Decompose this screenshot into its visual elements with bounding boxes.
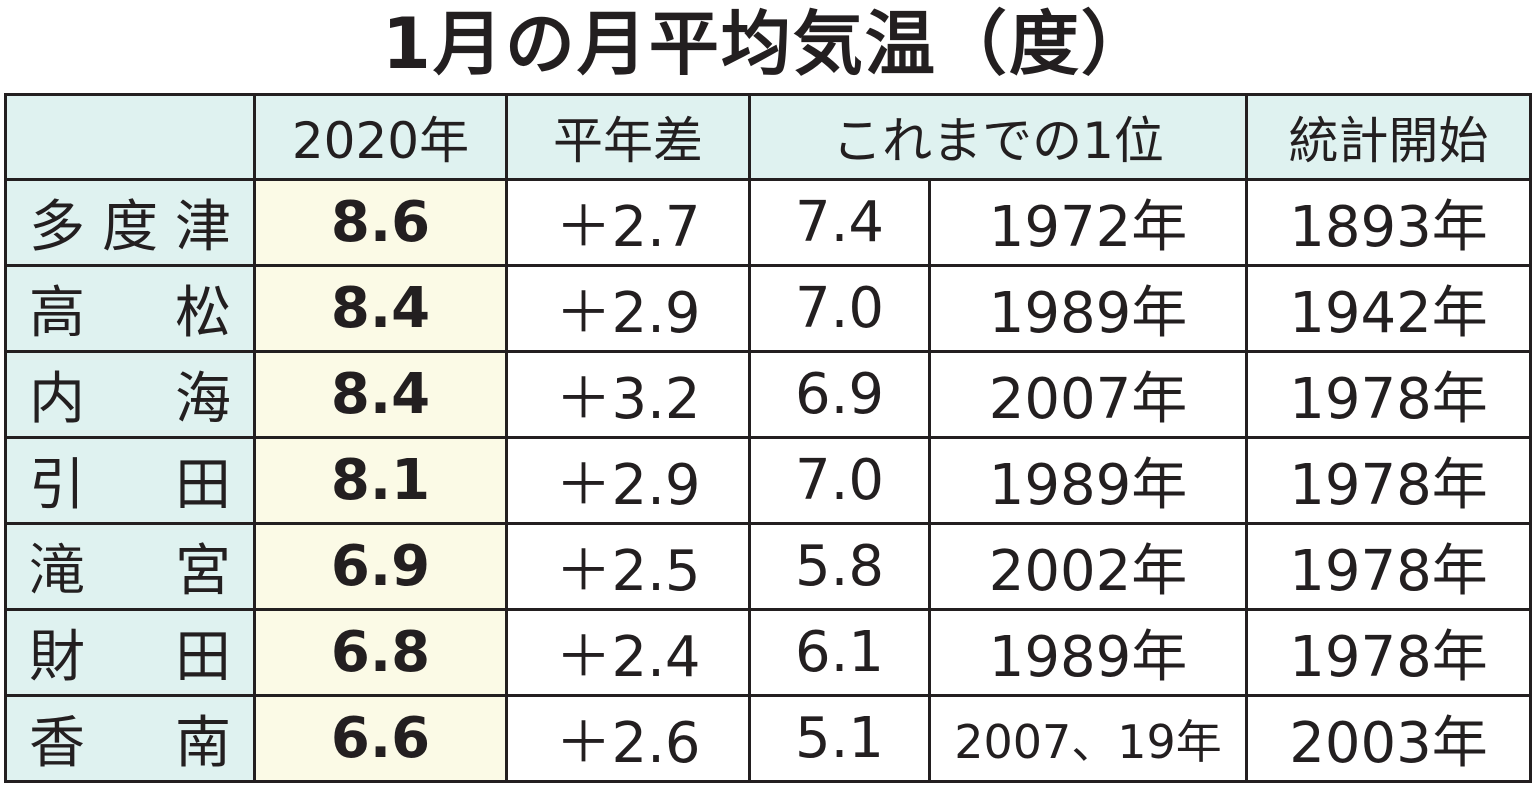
data-row: 多度津 8.6 ＋2.7 7.4 1972年 1893年 xyxy=(4,178,1532,267)
value-2020-cell: 8.6 xyxy=(253,178,508,267)
start-year-cell: 1978年 xyxy=(1245,436,1532,525)
header-row: 2020年 平年差 これまでの1位 統計開始 xyxy=(4,93,1532,181)
record-year-cell: 1989年 xyxy=(928,608,1248,697)
header-cell-empty xyxy=(4,93,256,181)
record-value-cell: 6.9 xyxy=(748,350,931,439)
value-2020-cell: 8.4 xyxy=(253,350,508,439)
start-year-cell: 1978年 xyxy=(1245,522,1532,611)
anomaly-cell: ＋2.6 xyxy=(505,694,751,783)
header-cell: これまでの1位 xyxy=(748,93,1248,181)
record-value-cell: 7.0 xyxy=(748,436,931,525)
record-value-cell: 7.4 xyxy=(748,178,931,267)
record-year-cell: 1989年 xyxy=(928,436,1248,525)
data-row: 内海 8.4 ＋3.2 6.9 2007年 1978年 xyxy=(4,350,1532,439)
title: 1月の月平均気温（度） xyxy=(382,3,1153,85)
temperature-table: 2020年 平年差 これまでの1位 統計開始 多度津 8.6 ＋2.7 7.4 1972年 189… xyxy=(4,93,1532,783)
data-row: 滝宮 6.9 ＋2.5 5.8 2002年 1978年 xyxy=(4,522,1532,611)
name-cell: 滝宮 xyxy=(4,522,256,611)
value-2020-cell: 8.4 xyxy=(253,264,508,353)
data-row: 香南 6.6 ＋2.6 5.1 2007、19年 2003年 xyxy=(4,694,1532,783)
start-year-cell: 2003年 xyxy=(1245,694,1532,783)
value-2020-cell: 6.9 xyxy=(253,522,508,611)
name-cell: 多度津 xyxy=(4,178,256,267)
record-year-cell: 2007年 xyxy=(928,350,1248,439)
record-value-cell: 5.1 xyxy=(748,694,931,783)
start-year-cell: 1893年 xyxy=(1245,178,1532,267)
value-2020-cell: 6.8 xyxy=(253,608,508,697)
record-value-cell: 6.1 xyxy=(748,608,931,697)
data-row: 引田 8.1 ＋2.9 7.0 1989年 1978年 xyxy=(4,436,1532,525)
value-2020-cell: 6.6 xyxy=(253,694,508,783)
record-year-cell: 1972年 xyxy=(928,178,1248,267)
record-value-cell: 5.8 xyxy=(748,522,931,611)
name-cell: 内海 xyxy=(4,350,256,439)
start-year-cell: 1978年 xyxy=(1245,608,1532,697)
name-cell: 香南 xyxy=(4,694,256,783)
anomaly-cell: ＋2.4 xyxy=(505,608,751,697)
start-year-cell: 1978年 xyxy=(1245,350,1532,439)
anomaly-cell: ＋2.9 xyxy=(505,436,751,525)
name-cell: 財田 xyxy=(4,608,256,697)
value-2020-cell: 8.1 xyxy=(253,436,508,525)
name-cell: 引田 xyxy=(4,436,256,525)
anomaly-cell: ＋2.9 xyxy=(505,264,751,353)
record-year-cell: 1989年 xyxy=(928,264,1248,353)
start-year-cell: 1942年 xyxy=(1245,264,1532,353)
header-cell: 統計開始 xyxy=(1245,93,1532,181)
header-cell: 平年差 xyxy=(505,93,751,181)
anomaly-cell: ＋2.5 xyxy=(505,522,751,611)
record-year-cell: 2002年 xyxy=(928,522,1248,611)
header-cell: 2020年 xyxy=(253,93,508,181)
data-row: 高松 8.4 ＋2.9 7.0 1989年 1942年 xyxy=(4,264,1532,353)
record-value-cell: 7.0 xyxy=(748,264,931,353)
name-cell: 高松 xyxy=(4,264,256,353)
data-row: 財田 6.8 ＋2.4 6.1 1989年 1978年 xyxy=(4,608,1532,697)
anomaly-cell: ＋3.2 xyxy=(505,350,751,439)
table-body: 2020年 平年差 これまでの1位 統計開始 多度津 8.6 ＋2.7 7.4 1972年 189… xyxy=(4,93,1532,783)
record-year-cell: 2007、19年 xyxy=(928,694,1248,783)
anomaly-cell: ＋2.7 xyxy=(505,178,751,267)
